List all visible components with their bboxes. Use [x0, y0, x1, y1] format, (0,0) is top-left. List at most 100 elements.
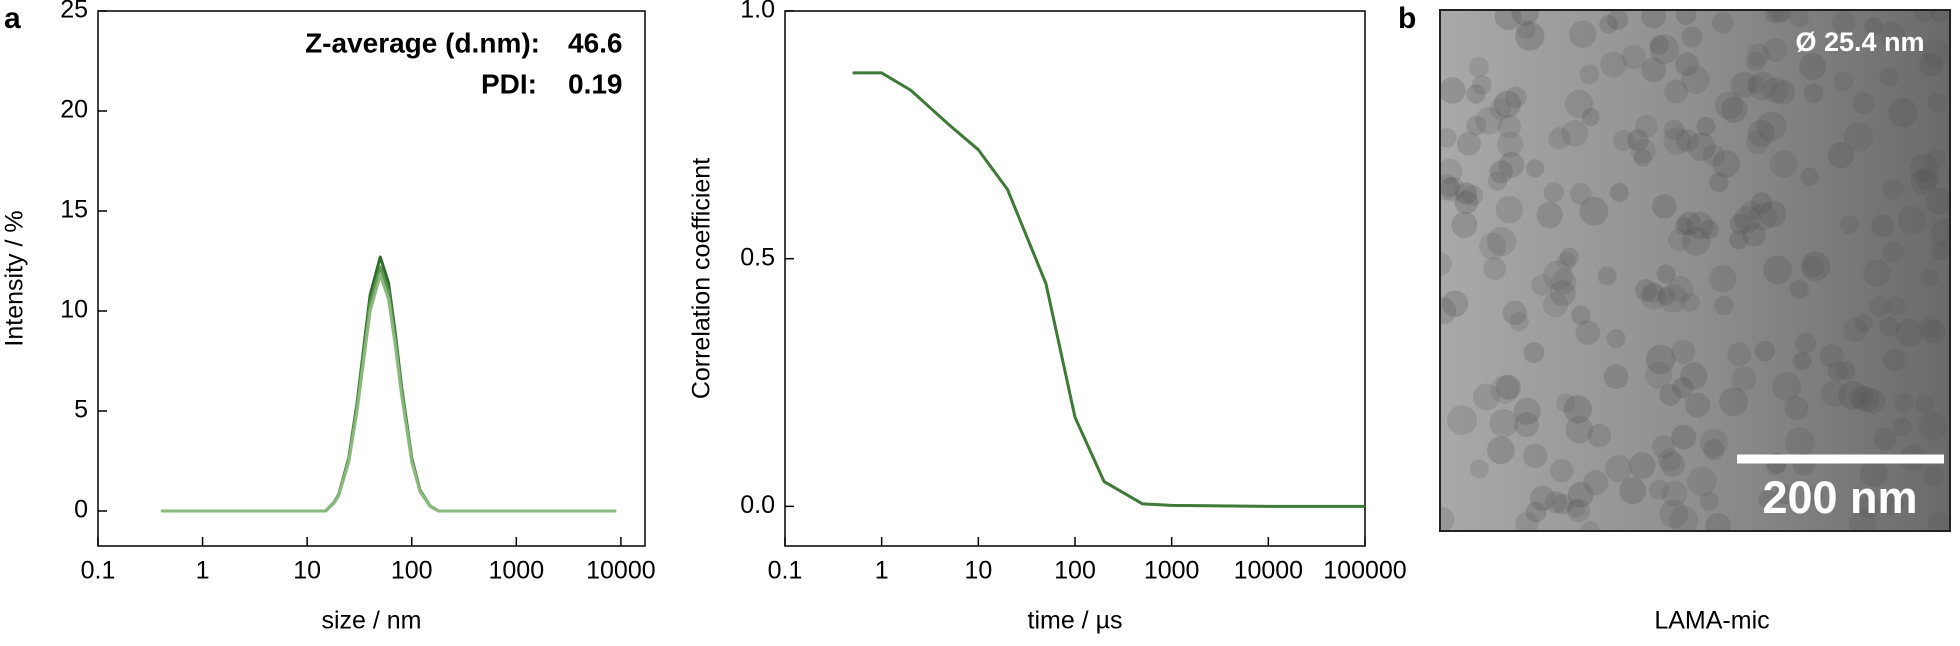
y-tick-label: 20	[60, 96, 88, 124]
particle	[1871, 214, 1894, 238]
particle	[1628, 452, 1656, 479]
particle	[1447, 405, 1477, 436]
micrograph-background	[1440, 10, 1950, 531]
particle	[1838, 380, 1868, 410]
particle	[1931, 241, 1950, 260]
particle	[1495, 195, 1524, 224]
x-tick-label: 1	[196, 557, 210, 585]
particle	[1680, 362, 1708, 390]
particle	[1440, 252, 1452, 276]
particle	[1784, 427, 1815, 457]
image-caption: LAMA-mic	[1654, 607, 1769, 635]
x-tick-label: 10000	[586, 557, 656, 585]
series-line	[160, 273, 617, 513]
particle	[1820, 380, 1847, 407]
particle	[1696, 116, 1716, 137]
particle	[1771, 10, 1792, 22]
particle	[1849, 509, 1877, 531]
annotation: 0.19	[568, 68, 623, 99]
particle	[1720, 96, 1748, 123]
particle	[1651, 194, 1677, 219]
particle	[1699, 428, 1728, 457]
particle	[1702, 144, 1725, 167]
particle	[1649, 35, 1669, 55]
particle	[1469, 459, 1489, 479]
particle	[1497, 114, 1522, 139]
particle	[1606, 328, 1626, 349]
particle	[1879, 316, 1900, 337]
particle	[1441, 290, 1469, 317]
particle	[1490, 375, 1520, 404]
particle	[1613, 130, 1635, 152]
particle	[1649, 479, 1670, 500]
particle	[1649, 34, 1680, 65]
image-annotation: Ø 25.4 nm	[1795, 27, 1924, 57]
particle	[1854, 313, 1873, 333]
particle	[1681, 26, 1703, 48]
particle	[1645, 344, 1676, 375]
particle	[1929, 10, 1949, 23]
particle	[1513, 397, 1541, 425]
particle	[1923, 465, 1945, 486]
particle	[1451, 211, 1478, 238]
particle	[1925, 187, 1950, 215]
particle	[1839, 215, 1859, 235]
particle	[1440, 297, 1457, 325]
particle	[1909, 153, 1939, 183]
particle	[1670, 339, 1696, 364]
y-tick-label: 0	[74, 496, 88, 524]
particle	[1709, 172, 1729, 193]
particle	[1927, 92, 1947, 113]
particle	[1536, 201, 1563, 229]
particle	[1505, 86, 1527, 108]
particle	[1645, 361, 1673, 389]
particle	[1664, 79, 1688, 104]
particle	[1454, 182, 1478, 205]
particle	[1523, 443, 1548, 469]
particle	[1800, 167, 1819, 186]
particle	[1930, 217, 1950, 248]
particle	[1926, 149, 1946, 169]
x-axis-label: size / nm	[321, 607, 421, 635]
particle	[1667, 275, 1694, 303]
particle	[1759, 200, 1787, 228]
particle	[1489, 408, 1519, 438]
annotation: PDI:	[481, 68, 537, 99]
particle	[1772, 371, 1802, 401]
particle	[1756, 111, 1787, 142]
particle	[1456, 131, 1481, 156]
y-tick-label: 15	[60, 196, 88, 224]
particle	[1686, 211, 1714, 240]
particle	[1920, 268, 1939, 288]
scale-bar-label: 200 nm	[1762, 472, 1917, 523]
particle	[1750, 192, 1773, 214]
particle	[1714, 91, 1743, 120]
particle	[1487, 171, 1508, 191]
plot-frame	[784, 10, 1366, 547]
particle	[1597, 266, 1617, 286]
particle	[1730, 71, 1757, 98]
particle	[1440, 158, 1463, 185]
particle	[1669, 505, 1699, 531]
particle	[1827, 360, 1849, 382]
particle	[1549, 458, 1574, 483]
particle	[1767, 10, 1792, 24]
particle	[1881, 492, 1904, 516]
particle	[1486, 226, 1517, 257]
particle	[1468, 56, 1489, 78]
particle	[1658, 283, 1688, 313]
particle	[1863, 259, 1891, 287]
x-tick-label: 0.1	[768, 557, 803, 585]
particle	[1919, 316, 1942, 339]
particle	[1581, 521, 1600, 531]
particle	[1745, 130, 1770, 155]
particle	[1869, 295, 1891, 318]
particle	[1600, 51, 1627, 78]
x-tick-label: 1000	[1144, 557, 1200, 585]
particle	[1630, 138, 1656, 164]
particle	[1619, 477, 1647, 505]
particle	[1557, 252, 1576, 272]
particle	[1440, 174, 1460, 201]
particle	[1714, 295, 1734, 316]
particle	[1462, 184, 1484, 206]
